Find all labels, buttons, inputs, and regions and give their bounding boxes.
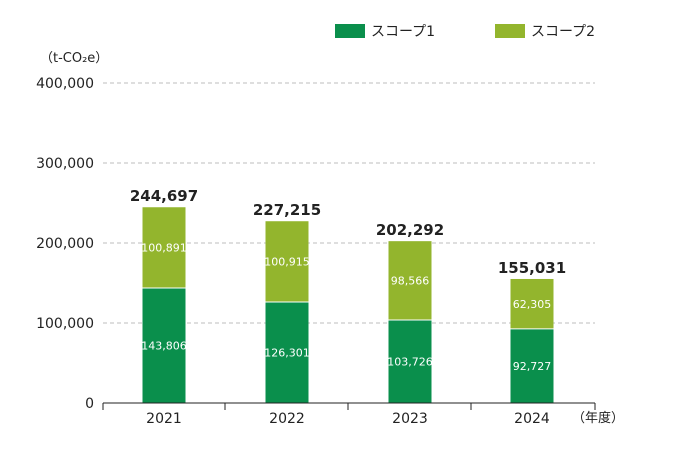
y-tick-label: 0: [85, 396, 94, 412]
legend-swatch-series-2: [495, 24, 525, 38]
y-tick-label: 100,000: [36, 316, 94, 332]
x-tick-label: 2021: [146, 411, 182, 427]
legend: スコープ1 スコープ2: [335, 24, 595, 40]
data-label: 100,915: [264, 256, 310, 269]
legend-label: スコープ1: [371, 24, 435, 40]
total-label: 155,031: [498, 259, 566, 277]
data-label: 100,891: [141, 242, 187, 255]
bar-2022-series-2: [265, 221, 309, 302]
bar-2021-series-2: [142, 207, 186, 288]
legend-swatch-series-1: [335, 24, 365, 38]
data-label: 92,727: [513, 360, 552, 373]
data-label: 103,726: [387, 356, 433, 369]
data-label: 62,305: [513, 298, 552, 311]
data-label: 98,566: [391, 275, 430, 288]
bar-2021-series-1: [142, 287, 186, 403]
data-label: 126,301: [264, 346, 310, 359]
y-tick-label: 200,000: [36, 236, 94, 252]
x-axis: 2021 2022 2023 2024: [102, 402, 596, 427]
bar-2024-series-2: [510, 278, 554, 329]
x-tick-label: 2024: [514, 411, 550, 427]
bar-2023-series-1: [388, 320, 432, 403]
bars: 143,806 100,891 244,697 126,301 100,915 227,2…: [130, 187, 566, 403]
y-axis-unit-label: （t-CO₂e）: [40, 51, 108, 66]
data-label: 143,806: [141, 339, 187, 352]
total-label: 202,292: [376, 221, 444, 239]
y-tick-label: 300,000: [36, 156, 94, 172]
total-label: 244,697: [130, 187, 198, 205]
x-axis-unit-label: （年度）: [572, 410, 624, 426]
y-axis: 0 100,000 200,000 300,000 400,000: [36, 76, 94, 412]
total-label: 227,215: [253, 201, 321, 219]
legend-label: スコープ2: [531, 24, 595, 40]
bar-2024-series-1: [510, 328, 554, 403]
x-tick-label: 2022: [269, 411, 305, 427]
bar-2022-series-1: [265, 301, 309, 403]
bar-2023-series-2: [388, 241, 432, 321]
x-tick-label: 2023: [392, 411, 428, 427]
y-tick-label: 400,000: [36, 76, 94, 92]
